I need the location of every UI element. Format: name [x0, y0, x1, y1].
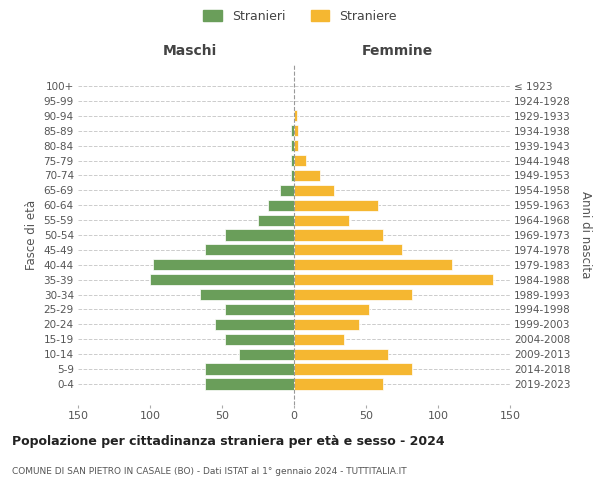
- Bar: [268, 200, 294, 211]
- Bar: [294, 170, 320, 181]
- Text: Popolazione per cittadinanza straniera per età e sesso - 2024: Popolazione per cittadinanza straniera p…: [12, 435, 445, 448]
- Bar: [225, 230, 294, 240]
- Bar: [291, 125, 294, 136]
- Bar: [294, 155, 305, 166]
- Bar: [291, 140, 294, 151]
- Bar: [150, 274, 294, 285]
- Bar: [291, 170, 294, 181]
- Bar: [294, 348, 388, 360]
- Bar: [215, 319, 294, 330]
- Text: Femmine: Femmine: [362, 44, 433, 58]
- Y-axis label: Anni di nascita: Anni di nascita: [579, 192, 592, 278]
- Bar: [294, 214, 349, 226]
- Bar: [294, 259, 452, 270]
- Bar: [294, 274, 493, 285]
- Bar: [294, 184, 334, 196]
- Bar: [294, 244, 402, 256]
- Bar: [225, 334, 294, 345]
- Y-axis label: Fasce di età: Fasce di età: [25, 200, 38, 270]
- Bar: [280, 184, 294, 196]
- Legend: Stranieri, Straniere: Stranieri, Straniere: [198, 5, 402, 28]
- Bar: [294, 125, 298, 136]
- Bar: [205, 244, 294, 256]
- Bar: [294, 378, 383, 390]
- Bar: [239, 348, 294, 360]
- Bar: [294, 319, 359, 330]
- Bar: [291, 155, 294, 166]
- Bar: [294, 140, 298, 151]
- Bar: [205, 378, 294, 390]
- Bar: [200, 289, 294, 300]
- Bar: [258, 214, 294, 226]
- Bar: [294, 304, 369, 315]
- Bar: [294, 289, 412, 300]
- Bar: [294, 364, 412, 374]
- Bar: [225, 304, 294, 315]
- Bar: [294, 334, 344, 345]
- Bar: [153, 259, 294, 270]
- Bar: [294, 200, 377, 211]
- Bar: [294, 230, 383, 240]
- Bar: [205, 364, 294, 374]
- Text: COMUNE DI SAN PIETRO IN CASALE (BO) - Dati ISTAT al 1° gennaio 2024 - TUTTITALIA: COMUNE DI SAN PIETRO IN CASALE (BO) - Da…: [12, 468, 407, 476]
- Bar: [294, 110, 297, 122]
- Text: Maschi: Maschi: [163, 44, 217, 58]
